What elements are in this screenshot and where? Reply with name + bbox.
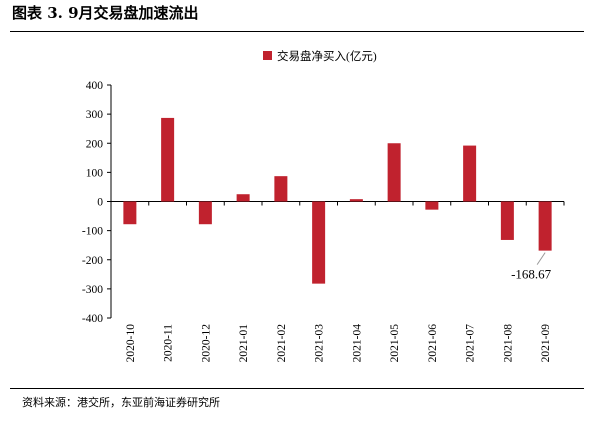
x-tick-label: 2020-11: [163, 324, 175, 362]
y-tick-label: 200: [86, 138, 104, 150]
source-note: 资料来源：港交所，东亚前海证券研究所: [22, 396, 220, 409]
x-tick-label: 2021-03: [314, 324, 326, 363]
bar: [312, 201, 326, 284]
bar: [123, 201, 137, 225]
source-rule: [10, 388, 584, 389]
x-tick-label: 2021-04: [351, 324, 363, 363]
x-tick-label: 2021-05: [389, 324, 401, 363]
y-tick-label: 300: [86, 109, 104, 121]
y-tick-label: 100: [86, 167, 104, 179]
legend-swatch: [263, 51, 272, 60]
bar-series: [123, 117, 552, 284]
chart-annotations: -168.67: [511, 252, 552, 282]
x-tick-label: 2021-01: [238, 324, 250, 363]
x-tick-label: 2020-12: [200, 324, 212, 363]
bar: [349, 199, 363, 202]
annotation-leader: [536, 252, 546, 265]
x-tick-label: 2021-07: [465, 324, 477, 363]
bar: [425, 201, 439, 210]
legend-label: 交易盘净买入(亿元): [277, 49, 377, 63]
x-tick-label: 2021-06: [427, 324, 439, 363]
bar: [463, 145, 477, 202]
x-axis-labels: 2020-10 2020-11 2020-12 2021-01 2021-02 2021-…: [125, 324, 552, 363]
bar: [274, 176, 288, 202]
y-tick-label: -100: [82, 226, 103, 238]
y-tick-label: 0: [97, 197, 103, 209]
x-tick-label: 2020-10: [125, 324, 137, 363]
bar: [198, 201, 212, 225]
x-tick-label: 2021-02: [276, 324, 288, 363]
x-tick-label: 2021-09: [540, 324, 552, 363]
bar: [387, 143, 401, 202]
y-tick-label: 400: [86, 80, 104, 92]
y-tick-label: -400: [82, 313, 103, 325]
y-tick-label: -200: [82, 255, 103, 267]
bar: [236, 194, 250, 202]
bar: [538, 201, 552, 251]
data-label: -168.67: [511, 267, 552, 282]
chart-legend: 交易盘净买入(亿元): [263, 49, 377, 63]
y-axis: -400 -300 -200 -100 0 100 200 300 400: [82, 80, 565, 325]
bar: [161, 117, 175, 202]
title-rule: [10, 31, 584, 32]
bar: [500, 201, 514, 240]
x-tick-label: 2021-08: [502, 324, 514, 363]
y-tick-label: -300: [82, 284, 103, 296]
figure-title: 图表 3. 9月交易盘加速流出: [12, 4, 199, 22]
